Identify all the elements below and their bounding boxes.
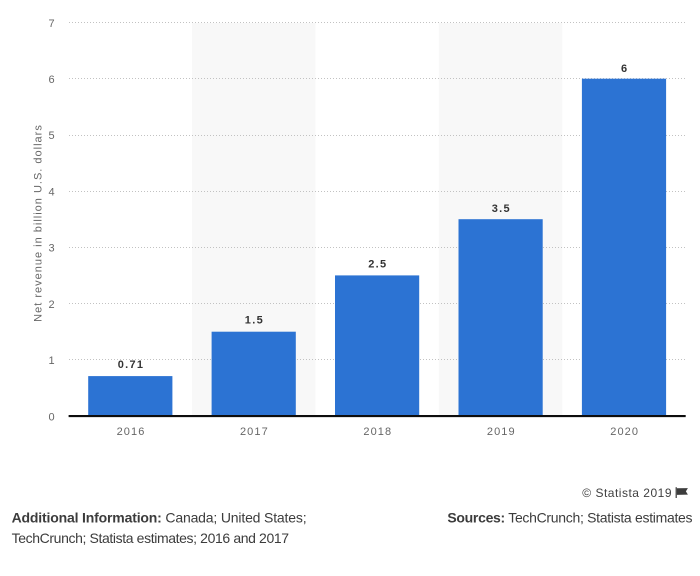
svg-text:1.5: 1.5 (245, 315, 264, 327)
svg-text:2016: 2016 (117, 426, 146, 438)
svg-text:7: 7 (48, 18, 54, 30)
svg-text:Sources: TechCrunch; Statista: Sources: TechCrunch; Statista estimates (447, 509, 692, 525)
svg-text:6: 6 (621, 63, 628, 75)
svg-text:2018: 2018 (363, 426, 392, 438)
svg-text:3.5: 3.5 (492, 203, 511, 215)
svg-text:6: 6 (48, 74, 54, 86)
svg-text:2: 2 (48, 299, 54, 311)
svg-text:2.5: 2.5 (368, 259, 387, 271)
svg-text:Net revenue in billion U.S. do: Net revenue in billion U.S. dollars (33, 124, 45, 322)
svg-text:4: 4 (48, 187, 54, 199)
svg-text:0.71: 0.71 (118, 359, 145, 371)
svg-text:Additional Information: Canada: Additional Information: Canada; United S… (12, 509, 307, 525)
svg-text:2020: 2020 (610, 426, 639, 438)
svg-text:TechCrunch; Statista estimates: TechCrunch; Statista estimates; 2016 and… (12, 530, 290, 546)
svg-text:© Statista 2019: © Statista 2019 (582, 486, 672, 500)
svg-text:5: 5 (48, 130, 54, 142)
svg-text:1: 1 (48, 355, 54, 367)
svg-text:0: 0 (48, 411, 54, 423)
svg-text:3: 3 (48, 243, 54, 255)
svg-text:2019: 2019 (487, 426, 516, 438)
svg-text:2017: 2017 (240, 426, 269, 438)
